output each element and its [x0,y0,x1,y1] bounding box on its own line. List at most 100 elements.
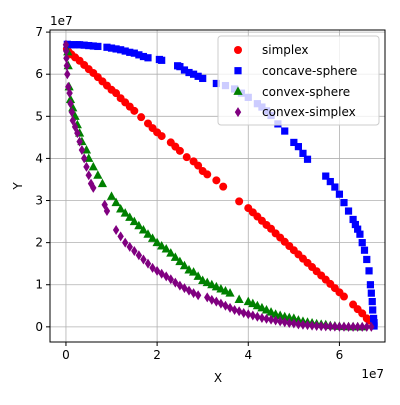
data-point-convex-sphere [68,102,78,112]
y-tick-label: 6 [35,67,43,81]
data-point-convex-simplex [63,60,71,71]
data-point-concave-sphere [121,47,129,55]
data-point-concave-sphere [322,172,330,180]
data-point-simplex [130,106,139,115]
data-point-convex-simplex [172,277,179,288]
data-point-simplex [235,197,244,206]
series-concave-sphere [63,40,378,330]
data-point-convex-simplex [331,321,339,332]
data-point-convex-sphere [125,212,135,221]
data-point-concave-sphere [358,239,366,247]
data-point-convex-simplex [68,107,76,118]
data-point-concave-sphere [360,246,369,254]
data-point-convex-simplex [90,182,97,193]
data-point-convex-simplex [276,316,284,327]
data-point-convex-sphere [129,216,139,226]
data-point-convex-simplex [217,298,225,309]
data-point-convex-simplex [235,306,243,317]
data-point-concave-sphere [369,306,377,314]
data-point-convex-sphere [193,271,203,280]
data-point-concave-sphere [331,183,339,191]
data-point-convex-simplex [317,321,325,332]
legend-marker-concave-sphere [234,67,242,75]
legend-label-concave-sphere: concave-sphere [262,64,357,78]
data-point-convex-simplex [304,320,311,331]
data-point-convex-sphere [147,233,158,242]
data-point-convex-simplex [254,311,261,322]
y-tick-label: 4 [35,151,43,165]
data-point-concave-sphere [326,177,334,186]
data-point-concave-sphere [158,56,166,64]
y-tick-label: 0 [35,320,43,334]
data-point-concave-sphere [212,79,220,88]
data-point-convex-sphere [143,229,153,238]
data-point-simplex [339,292,348,301]
x-tick-label: 4 [244,348,252,362]
data-point-convex-simplex [163,271,170,282]
data-point-simplex [137,113,146,122]
data-point-convex-simplex [258,313,266,323]
data-point-convex-simplex [359,321,366,332]
data-point-concave-sphere [130,49,138,57]
x-axis-label: X [214,371,222,385]
y-offset-label: 1e7 [50,14,73,28]
data-point-convex-simplex [167,274,174,285]
data-point-concave-sphere [185,68,193,77]
data-point-concave-sphere [344,207,353,215]
data-point-concave-sphere [66,41,75,49]
data-point-convex-simplex [149,262,156,273]
data-point-convex-sphere [138,225,149,234]
data-point-concave-sphere [135,51,143,59]
data-point-convex-sphere [161,243,171,253]
data-point-concave-sphere [367,289,375,297]
ticks: 0 2 4 6 0 1 2 3 4 5 6 7 [35,25,343,362]
data-point-convex-simplex [144,258,152,269]
data-point-concave-sphere [144,54,152,62]
data-point-convex-simplex [286,318,293,329]
x-tick-label: 2 [153,348,161,362]
data-point-convex-simplex [368,321,375,332]
data-point-convex-sphere [170,252,180,261]
data-point-convex-simplex [349,321,357,332]
data-point-concave-sphere [351,220,359,229]
x-tick-label: 0 [62,348,70,362]
data-point-concave-sphere [94,42,102,51]
legend-entry-concave-sphere: concave-sphere [234,64,357,78]
data-point-convex-sphere [157,241,167,250]
data-point-convex-simplex [226,302,234,313]
data-point-convex-simplex [140,254,147,265]
data-point-convex-sphere [106,191,117,200]
data-point-convex-simplex [122,237,129,248]
data-point-convex-simplex [64,69,71,80]
data-point-simplex [182,153,191,162]
data-point-concave-sphere [340,199,348,207]
data-point-convex-simplex [272,315,279,326]
y-tick-label: 1 [35,278,43,292]
data-point-concave-sphere [85,41,93,50]
data-point-concave-sphere [365,267,373,275]
data-point-convex-simplex [63,53,70,64]
data-point-convex-simplex [117,231,124,242]
data-point-convex-simplex [240,307,247,318]
data-point-convex-sphere [111,197,121,207]
data-point-concave-sphere [103,43,111,51]
y-tick-label: 7 [35,25,43,39]
data-point-concave-sphere [335,190,344,198]
data-point-concave-sphere [199,74,207,83]
data-point-concave-sphere [356,230,364,238]
data-point-convex-simplex [345,321,352,332]
data-point-convex-sphere [88,161,98,171]
data-point-concave-sphere [180,66,189,74]
data-point-concave-sphere [349,215,357,224]
data-point-convex-simplex [222,300,229,311]
data-point-concave-sphere [363,255,371,264]
data-point-concave-sphere [126,48,134,56]
data-point-convex-simplex [126,241,133,252]
data-point-concave-sphere [366,281,375,289]
data-point-convex-simplex [308,320,316,331]
data-point-convex-simplex [76,136,83,147]
data-point-convex-simplex [313,321,320,331]
legend-symbol-convex-sphere [233,86,243,95]
data-point-concave-sphere [76,41,84,49]
y-axis-label: Y [11,182,25,191]
